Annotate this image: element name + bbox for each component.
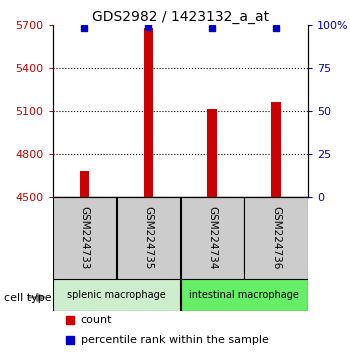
Bar [80,171,89,197]
Text: splenic macrophage: splenic macrophage [67,290,166,300]
Title: GDS2982 / 1423132_a_at: GDS2982 / 1423132_a_at [92,10,269,24]
Text: cell type: cell type [4,293,51,303]
Bar [181,197,244,279]
Text: intestinal macrophage: intestinal macrophage [189,290,299,300]
Bar [144,28,153,197]
Bar [208,109,217,197]
Text: GSM224734: GSM224734 [207,206,217,270]
Bar [181,279,308,310]
Bar [271,102,281,197]
Text: GSM224736: GSM224736 [271,206,281,270]
Bar [244,197,308,279]
Bar [53,279,180,310]
Text: percentile rank within the sample: percentile rank within the sample [80,335,268,345]
Text: GSM224733: GSM224733 [79,206,90,270]
Text: count: count [80,315,112,325]
Text: GSM224735: GSM224735 [143,206,153,270]
Bar [117,197,180,279]
Bar [53,197,116,279]
